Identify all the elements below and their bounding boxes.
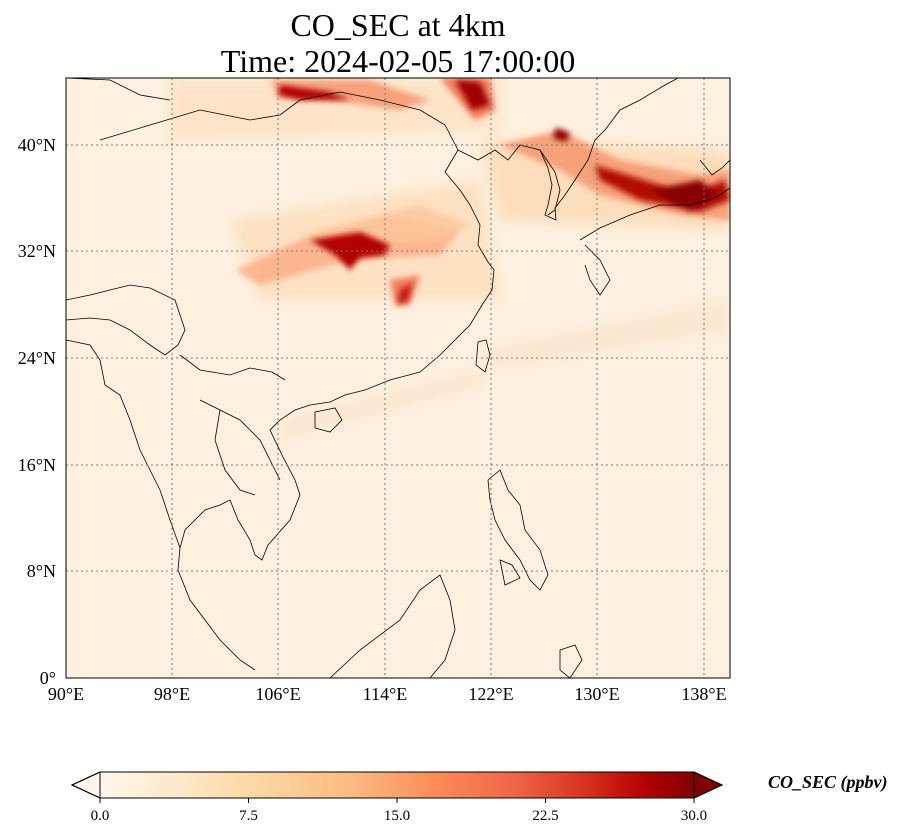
colorbar-tick-label: 15.0 bbox=[384, 808, 410, 824]
plot-subtitle-time: Time: 2024-02-05 17:00:00 bbox=[220, 43, 576, 79]
lon-tick-label: 130°E bbox=[574, 684, 619, 704]
colorbar-tick-label: 30.0 bbox=[681, 808, 707, 824]
gridlines bbox=[66, 78, 730, 678]
lat-tick-label: 0° bbox=[40, 668, 56, 688]
colorbar-label: CO_SEC (ppbv) bbox=[768, 772, 888, 793]
colorbar-tick-label: 0.0 bbox=[91, 808, 110, 824]
lat-tick-label: 16°N bbox=[18, 455, 56, 475]
colorbar-extend-max bbox=[693, 771, 724, 799]
latitude-tick-labels: 40°N 32°N 24°N 16°N 8°N 0° bbox=[18, 135, 56, 688]
lon-tick-label: 138°E bbox=[681, 684, 726, 704]
lon-tick-label: 114°E bbox=[363, 684, 408, 704]
lat-tick-label: 8°N bbox=[27, 561, 56, 581]
colorbar: 0.0 7.5 15.0 22.5 30.0 CO_SEC (ppbv) bbox=[70, 771, 888, 824]
lat-tick-label: 32°N bbox=[18, 241, 56, 261]
colorbar-tick-label: 22.5 bbox=[532, 808, 558, 824]
colorbar-extend-min bbox=[70, 771, 101, 799]
colorbar-tick-label: 7.5 bbox=[239, 808, 258, 824]
longitude-tick-labels: 90°E 98°E 106°E 114°E 122°E 130°E 138°E bbox=[48, 684, 727, 704]
plot-title: CO_SEC at 4km bbox=[290, 7, 506, 43]
coastlines bbox=[66, 78, 730, 678]
lat-tick-label: 24°N bbox=[18, 348, 56, 368]
lon-tick-label: 90°E bbox=[48, 684, 84, 704]
lat-tick-label: 40°N bbox=[18, 135, 56, 155]
lon-tick-label: 122°E bbox=[468, 684, 513, 704]
colorbar-gradient bbox=[100, 772, 694, 798]
concentration-field bbox=[66, 78, 730, 678]
lon-tick-label: 106°E bbox=[255, 684, 300, 704]
map-frame bbox=[65, 77, 731, 679]
lon-tick-label: 98°E bbox=[154, 684, 190, 704]
